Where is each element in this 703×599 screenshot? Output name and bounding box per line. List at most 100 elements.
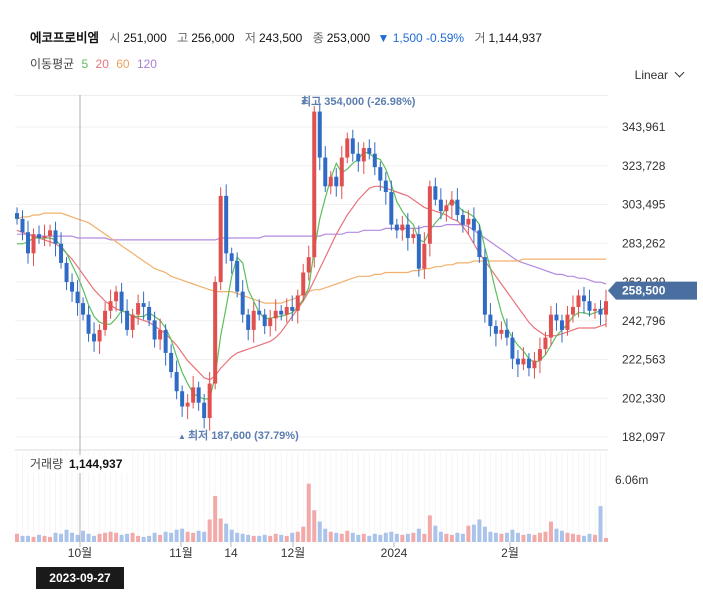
volume-bar xyxy=(427,515,432,542)
volume-bar xyxy=(559,530,564,542)
candle xyxy=(422,232,427,279)
volume-label: 거 xyxy=(474,31,486,45)
volume-bar xyxy=(444,533,449,542)
volume-bar xyxy=(295,531,300,542)
volume-bar xyxy=(92,535,97,542)
x-tick-label: 12월 xyxy=(281,546,305,560)
candle xyxy=(103,302,108,336)
candle xyxy=(64,257,69,291)
volume-bar xyxy=(207,519,212,542)
volume-bar xyxy=(130,532,135,542)
stock-name: 에코프로비엠 xyxy=(30,31,100,45)
volume-bar xyxy=(543,531,548,542)
volume-bar xyxy=(196,530,201,542)
candle xyxy=(163,324,168,366)
price-tick-label: 202,330 xyxy=(622,391,666,405)
candle xyxy=(224,184,229,264)
candle xyxy=(174,360,179,400)
scale-mode-dropdown[interactable]: Linear xyxy=(635,67,685,82)
volume-bar xyxy=(15,533,19,542)
volume-bar xyxy=(81,530,86,542)
volume-bar xyxy=(576,534,581,542)
candle xyxy=(207,372,212,431)
candle xyxy=(482,248,487,323)
volume-bar xyxy=(455,532,460,542)
volume-bar xyxy=(37,534,42,542)
volume-bar xyxy=(213,495,218,542)
candle xyxy=(532,351,537,379)
candle xyxy=(92,322,97,352)
stock-header: 에코프로비엠 시 251,000 고 256,000 저 243,500 종 253,0… xyxy=(30,27,542,46)
volume-bar xyxy=(323,528,328,542)
candle xyxy=(97,324,102,355)
candle xyxy=(196,381,201,411)
candle xyxy=(565,305,570,336)
volume-bar xyxy=(554,528,559,542)
x-tick-label: 11월 xyxy=(169,546,193,560)
current-price-tag: 258,500 xyxy=(608,281,697,300)
volume-value: 1,144,937 xyxy=(488,31,542,45)
volume-bar xyxy=(471,524,476,542)
volume-bar xyxy=(152,532,157,542)
price-tick-label: 343,961 xyxy=(622,120,666,134)
volume-bar xyxy=(284,535,289,542)
candle xyxy=(213,276,218,390)
candle xyxy=(147,301,152,327)
candle xyxy=(53,221,58,257)
volume-bar xyxy=(262,534,267,542)
candle xyxy=(554,303,559,331)
candle xyxy=(416,225,421,277)
candle xyxy=(191,375,196,409)
volume-bar xyxy=(306,483,311,542)
volume-title-value: 1,144,937 xyxy=(69,457,123,471)
candle xyxy=(427,180,432,257)
candle xyxy=(169,344,174,378)
ma5-line xyxy=(17,151,607,400)
candle xyxy=(37,225,42,244)
candle xyxy=(334,168,339,197)
volume-bar xyxy=(163,531,168,542)
volume-bar xyxy=(477,519,482,542)
candle xyxy=(15,207,19,225)
candle xyxy=(31,228,36,266)
candle xyxy=(356,142,361,172)
ma60-line xyxy=(16,212,606,304)
ma20-line xyxy=(16,185,607,381)
x-tick-label: 14 xyxy=(224,546,238,560)
candle xyxy=(119,283,124,324)
volume-bar xyxy=(301,526,306,542)
volume-bar xyxy=(411,532,416,542)
volume-bar xyxy=(31,536,36,542)
candle xyxy=(367,139,372,160)
volume-bar xyxy=(141,536,146,542)
candle xyxy=(246,308,251,341)
candle xyxy=(317,102,322,171)
volume-bar xyxy=(240,533,245,542)
annotation-low: 최저 187,600 (37.79%) xyxy=(188,428,299,442)
volume-bar xyxy=(273,533,278,542)
candle xyxy=(81,297,86,321)
volume-bar xyxy=(328,531,333,542)
candle xyxy=(559,314,564,343)
volume-bar xyxy=(482,526,487,542)
candle xyxy=(576,289,581,318)
volume-bar xyxy=(147,535,152,542)
candle xyxy=(185,394,190,420)
ma20-legend: 20 xyxy=(95,57,109,71)
candle xyxy=(400,215,405,241)
volume-bar xyxy=(180,528,185,542)
candle xyxy=(350,129,355,162)
moving-average-legend: 이동평균 5 20 60 120 xyxy=(30,55,157,72)
volume-bar xyxy=(372,533,377,542)
candle xyxy=(592,303,597,319)
candle xyxy=(240,280,245,323)
candle xyxy=(471,207,476,243)
close-label: 종 xyxy=(312,31,324,45)
volume-bar xyxy=(356,534,361,542)
volume-bar xyxy=(174,529,179,542)
volume-bar xyxy=(53,532,58,542)
low-label: 저 xyxy=(244,31,256,45)
x-tick-label: 2024 xyxy=(381,546,408,560)
volume-bar xyxy=(202,531,207,542)
